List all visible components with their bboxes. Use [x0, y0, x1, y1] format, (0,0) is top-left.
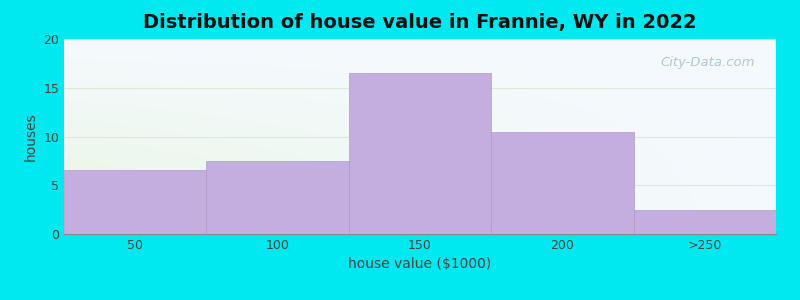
- Title: Distribution of house value in Frannie, WY in 2022: Distribution of house value in Frannie, …: [143, 13, 697, 32]
- Y-axis label: houses: houses: [24, 112, 38, 161]
- Bar: [64, 170, 206, 234]
- Text: City-Data.com: City-Data.com: [660, 56, 754, 69]
- Bar: [634, 210, 776, 234]
- Bar: [349, 73, 491, 234]
- X-axis label: house value ($1000): house value ($1000): [348, 257, 492, 272]
- Bar: [491, 132, 634, 234]
- Bar: [206, 161, 349, 234]
